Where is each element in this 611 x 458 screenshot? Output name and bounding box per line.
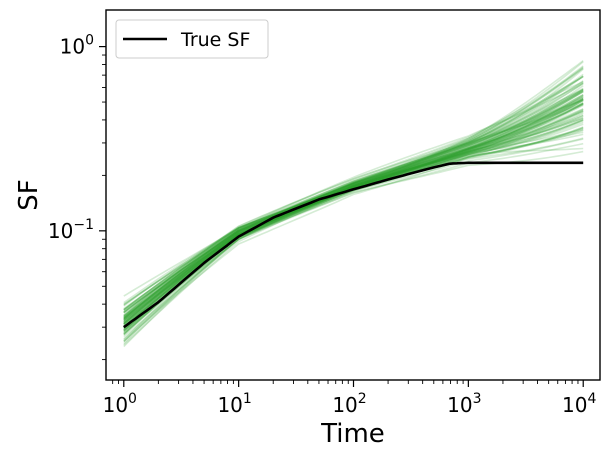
- ensemble-line: [123, 75, 584, 328]
- ensemble-line: [123, 87, 584, 318]
- x-tick-label: 104: [562, 391, 596, 417]
- ensemble-line: [123, 94, 584, 329]
- ensemble-line: [123, 128, 584, 313]
- x-axis-label: Time: [320, 419, 385, 449]
- ensemble-line: [123, 90, 584, 313]
- ensemble-line: [123, 103, 584, 329]
- x-tick-label: 101: [217, 391, 251, 417]
- ensemble-line: [123, 129, 584, 328]
- ensemble-line: [123, 123, 584, 335]
- y-axis-label: SF: [14, 179, 44, 210]
- x-tick-label: 103: [447, 391, 481, 417]
- ensemble-line: [123, 109, 584, 314]
- plot-frame: [105, 9, 601, 381]
- y-tick-label: 10−1: [48, 217, 94, 243]
- legend-label-true-sf: True SF: [180, 29, 250, 51]
- ensemble-line: [123, 82, 584, 325]
- ensemble-line: [123, 99, 584, 297]
- true-sf-series: [123, 161, 584, 329]
- ensemble-line: [123, 117, 584, 306]
- ensemble-line: [123, 67, 584, 331]
- ensemble-line: [123, 88, 584, 324]
- legend: True SF: [115, 19, 269, 59]
- ensemble-line: [123, 100, 584, 320]
- ensemble-line: [123, 102, 584, 328]
- ensemble-line: [123, 98, 584, 311]
- x-tick-label: 100: [103, 391, 137, 417]
- plot-area: [106, 10, 600, 380]
- true-sf-line: [123, 161, 584, 329]
- ensemble-line: [123, 98, 584, 319]
- ensemble-line: [123, 108, 584, 314]
- ensemble-line: [123, 128, 584, 338]
- ensemble-line: [123, 109, 584, 322]
- ensemble-line: [123, 68, 584, 341]
- ensemble-line: [123, 60, 584, 324]
- ensemble-line: [123, 96, 584, 311]
- ensemble-line: [123, 89, 584, 304]
- ensemble-line: [123, 102, 584, 327]
- y-tick-label: 100: [60, 33, 94, 59]
- ensemble-line: [123, 119, 584, 323]
- ensemble-line: [123, 121, 584, 321]
- ensemble-line: [123, 75, 584, 320]
- ensemble-line: [123, 96, 584, 317]
- ensemble-line: [123, 102, 584, 306]
- ensemble-line: [123, 102, 584, 343]
- ensemble-line: [123, 81, 584, 307]
- ensemble-line: [123, 90, 584, 326]
- ensemble-line: [123, 82, 584, 316]
- ensemble-line: [123, 84, 584, 348]
- ensemble-line: [123, 82, 584, 320]
- ensemble-line: [123, 116, 584, 313]
- ensemble-line: [123, 95, 584, 327]
- axis-ticks: 100 101 102 103 104 10−1 100: [48, 33, 597, 417]
- ensemble-line: [123, 67, 584, 322]
- ensemble-line: [123, 80, 584, 312]
- ensemble-line: [123, 98, 584, 318]
- ensemble-line: [123, 117, 584, 311]
- ensemble-line: [123, 103, 584, 319]
- ensemble-line: [123, 142, 584, 321]
- ensemble-line: [123, 61, 584, 323]
- ensemble-line: [123, 80, 584, 321]
- legend-box: [115, 19, 269, 59]
- ensemble-line: [123, 91, 584, 323]
- ensemble-line: [123, 76, 584, 322]
- ensemble-line: [123, 66, 584, 320]
- ensemble-line: [123, 88, 584, 310]
- ensemble-line: [123, 94, 584, 314]
- ensemble-line: [123, 101, 584, 311]
- x-tick-label: 102: [332, 391, 366, 417]
- ensemble-line: [123, 110, 584, 343]
- ensemble-line: [123, 97, 584, 340]
- ensemble-line: [123, 73, 584, 320]
- ensemble-line: [123, 115, 584, 318]
- ensemble-line: [123, 65, 584, 317]
- ensemble-line: [123, 95, 584, 324]
- ensemble-line: [123, 88, 584, 325]
- ensemble-line: [123, 75, 584, 317]
